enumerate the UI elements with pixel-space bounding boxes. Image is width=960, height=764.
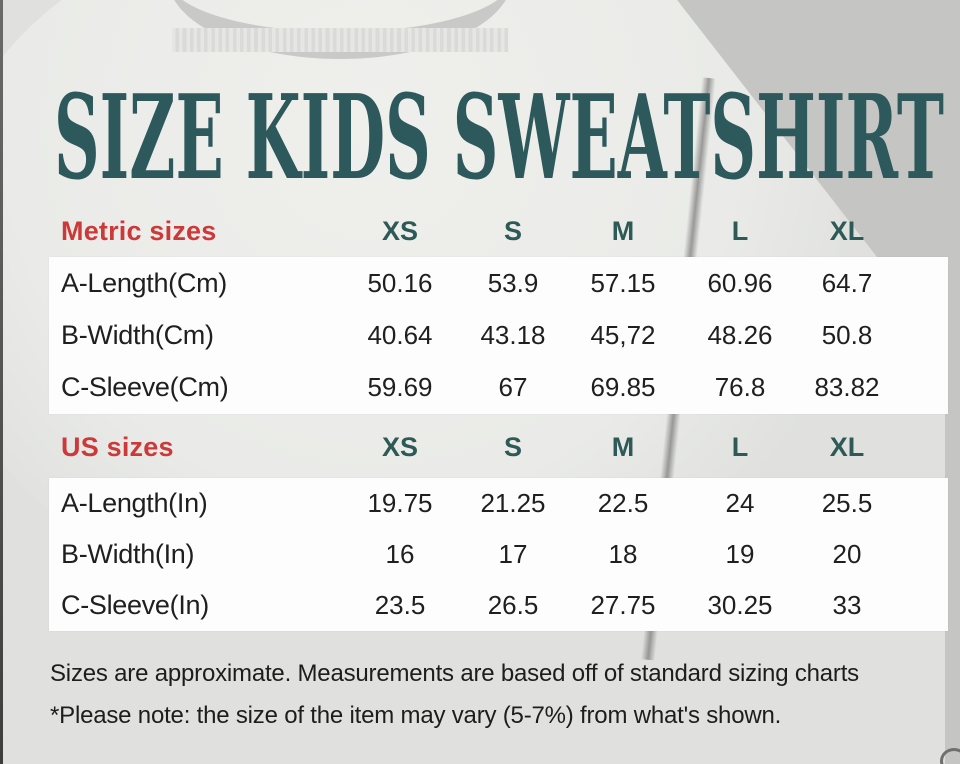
cell-xs: 23.5 xyxy=(374,590,426,620)
cell-m: 69.85 xyxy=(590,371,656,402)
size-column-header-l: L xyxy=(731,431,749,462)
cell-s: 43.18 xyxy=(480,319,546,350)
size-column-header-l: L xyxy=(731,215,749,246)
cell-xl: 25.5 xyxy=(821,488,873,518)
row-label: A-Length(Cm) xyxy=(61,267,227,298)
table-row-c-sleeve-in: C-Sleeve(In) 23.5 26.5 27.75 30.25 33 xyxy=(49,580,948,631)
cell-xl: 33 xyxy=(832,590,862,620)
cell-l: 60.96 xyxy=(707,267,773,298)
size-column-header-xs: XS xyxy=(381,215,419,246)
row-label: A-Length(In) xyxy=(61,488,208,518)
cell-s: 21.25 xyxy=(480,488,546,518)
size-column-header-xl: XL xyxy=(829,431,865,462)
size-column-header-xl: XL xyxy=(829,215,865,246)
us-table-panel: A-Length(In) 19.75 21.25 22.5 24 25.5 B-… xyxy=(49,478,948,631)
table-row-a-length-in: A-Length(In) 19.75 21.25 22.5 24 25.5 xyxy=(49,478,948,529)
disclaimer-line-1: Sizes are approximate. Measurements are … xyxy=(50,660,859,687)
background-shadow-right-strip xyxy=(945,270,960,764)
cell-l: 24 xyxy=(725,488,755,518)
row-label: C-Sleeve(Cm) xyxy=(61,371,229,402)
us-sizes-label: US sizes xyxy=(61,431,174,462)
table-row-b-width-in: B-Width(In) 16 17 18 19 20 xyxy=(49,529,948,580)
page-title-text: SIZE KIDS SWEATSHIRT xyxy=(54,82,944,200)
us-header-row: US sizes XS S M L XL xyxy=(49,421,948,473)
size-column-header-s: S xyxy=(503,215,522,246)
cell-s: 53.9 xyxy=(487,267,539,298)
cell-l: 30.25 xyxy=(707,590,773,620)
row-label: B-Width(Cm) xyxy=(61,319,214,350)
table-row-b-width-cm: B-Width(Cm) 40.64 43.18 45,72 48.26 50.8 xyxy=(49,309,948,361)
metric-sizes-label: Metric sizes xyxy=(61,215,217,246)
metric-table-panel: A-Length(Cm) 50.16 53.9 57.15 60.96 64.7… xyxy=(49,257,948,414)
cell-m: 18 xyxy=(608,539,638,569)
copyright-mark xyxy=(940,748,960,764)
cell-xs: 16 xyxy=(385,539,415,569)
page-title: SIZE KIDS SWEATSHIRT xyxy=(54,82,944,200)
cell-l: 19 xyxy=(725,539,755,569)
table-row-c-sleeve-cm: C-Sleeve(Cm) 59.69 67 69.85 76.8 83.82 xyxy=(49,361,948,413)
cell-xs: 59.69 xyxy=(367,371,433,402)
cell-m: 22.5 xyxy=(597,488,649,518)
cell-xl: 83.82 xyxy=(814,371,880,402)
cell-l: 48.26 xyxy=(707,319,773,350)
disclaimer: Sizes are approximate. Measurements are … xyxy=(50,653,950,737)
cell-xs: 50.16 xyxy=(367,267,433,298)
cell-xs: 19.75 xyxy=(367,488,433,518)
row-label: B-Width(In) xyxy=(61,539,195,569)
left-edge-strip xyxy=(0,0,3,764)
cell-s: 67 xyxy=(498,371,528,402)
disclaimer-line-2: *Please note: the size of the item may v… xyxy=(50,702,782,729)
row-label: C-Sleeve(In) xyxy=(61,590,209,620)
cell-s: 26.5 xyxy=(487,590,539,620)
cell-xs: 40.64 xyxy=(367,319,433,350)
cell-m: 45,72 xyxy=(590,319,656,350)
cell-s: 17 xyxy=(498,539,528,569)
cell-m: 57.15 xyxy=(590,267,656,298)
size-column-header-m: M xyxy=(611,431,635,462)
size-column-header-m: M xyxy=(611,215,635,246)
cell-l: 76.8 xyxy=(714,371,766,402)
cell-xl: 50.8 xyxy=(821,319,873,350)
size-column-header-xs: XS xyxy=(381,431,419,462)
cell-xl: 64.7 xyxy=(821,267,873,298)
table-row-a-length-cm: A-Length(Cm) 50.16 53.9 57.15 60.96 64.7 xyxy=(49,257,948,309)
size-column-header-s: S xyxy=(503,431,522,462)
cell-m: 27.75 xyxy=(590,590,656,620)
cell-xl: 20 xyxy=(832,539,862,569)
metric-header-row: Metric sizes XS S M L XL xyxy=(49,205,948,257)
